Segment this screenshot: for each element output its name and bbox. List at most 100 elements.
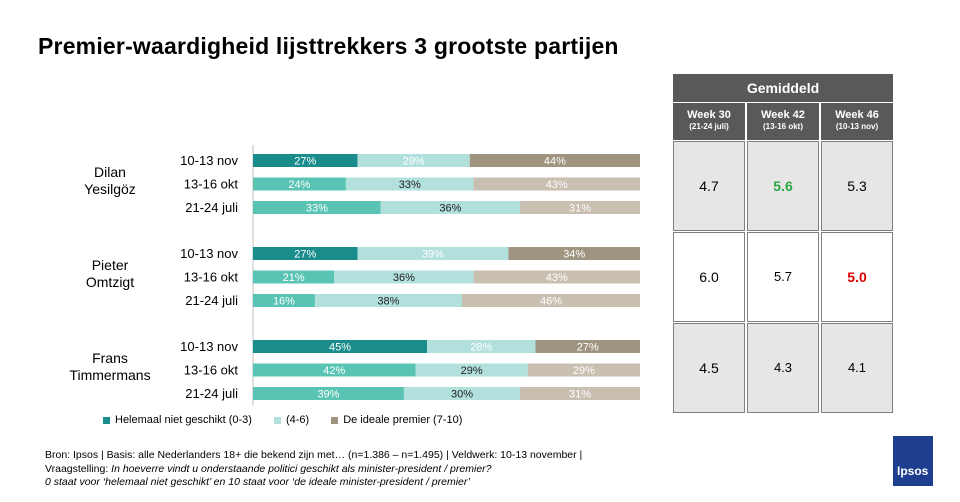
bar-segment — [253, 387, 404, 400]
table-cell: 5.7 — [747, 232, 819, 322]
week-label: Week 30 — [687, 109, 731, 121]
bar-segment — [253, 154, 358, 167]
row-label: 13-16 okt — [184, 363, 239, 378]
bar-segment — [461, 294, 640, 307]
bar-value-label: 28% — [470, 342, 492, 354]
footer-question: Vraagstelling: In hoeverre vindt u onder… — [45, 463, 582, 477]
bar-segment — [357, 247, 509, 260]
group-label: Frans Timmermans — [69, 350, 150, 383]
bar-value-label: 27% — [294, 249, 316, 261]
bar-value-label: 29% — [573, 365, 595, 377]
legend-label: Helemaal niet geschikt (0-3) — [115, 414, 252, 426]
table-cell: 4.7 — [673, 141, 745, 231]
bar-value-label: 33% — [399, 179, 421, 191]
table-header: Gemiddeld — [673, 74, 893, 102]
bar-segment — [520, 201, 640, 214]
bar-segment — [345, 177, 474, 191]
table-cell: 6.0 — [673, 232, 745, 322]
bar-value-label: 43% — [546, 179, 568, 191]
week-dates: (13-16 okt) — [762, 122, 803, 131]
bar-segment — [314, 294, 462, 307]
bar-value-label: 45% — [329, 342, 351, 354]
page-title: Premier-waardigheid lijsttrekkers 3 groo… — [38, 33, 619, 59]
week-header-3: Week 46 (10-13 nov) — [821, 103, 893, 140]
bar-segment — [415, 363, 528, 377]
bar-value-label: 39% — [422, 249, 444, 261]
bar-value-label: 43% — [546, 272, 568, 284]
bar-value-label: 42% — [323, 365, 345, 377]
bar-segment — [334, 270, 474, 284]
week-dates: (21-24 juli) — [689, 122, 729, 131]
bar-segment — [253, 247, 358, 260]
bar-value-label: 24% — [288, 179, 310, 191]
table-cell: 4.5 — [673, 323, 745, 413]
footer-question-label: Vraagstelling: — [45, 462, 112, 475]
bar-value-label: 31% — [569, 389, 591, 401]
bar-segment — [253, 270, 335, 284]
bar-segment — [253, 363, 416, 377]
week-header-2: Week 42 (13-16 okt) — [747, 103, 819, 140]
legend: Helemaal niet geschikt (0-3) (4-6) De id… — [103, 414, 484, 426]
bar-value-label: 21% — [283, 272, 305, 284]
bar-segment — [253, 294, 315, 307]
row-label: 21-24 juli — [185, 200, 238, 215]
bar-segment — [253, 340, 428, 353]
footer: Bron: Ipsos | Basis: alle Nederlanders 1… — [45, 449, 582, 490]
bar-segment — [253, 177, 346, 191]
bar-value-label: 27% — [577, 342, 599, 354]
bar-value-label: 16% — [273, 296, 295, 308]
week-dates: (10-13 nov) — [835, 122, 879, 131]
legend-swatch — [331, 416, 339, 424]
bar-segment — [253, 201, 381, 214]
week-header-1: Week 30 (21-24 juli) — [673, 103, 745, 140]
bar-value-label: 46% — [540, 296, 562, 308]
bar-segment — [527, 363, 640, 377]
group-label: Dilan Yesilgöz — [84, 164, 136, 197]
logo-text: Ipsos — [897, 464, 929, 478]
table-cell: 4.3 — [747, 323, 819, 413]
legend-swatch — [273, 416, 281, 424]
legend-label: (4-6) — [285, 414, 310, 426]
bar-segment — [469, 154, 640, 167]
table-cell: 4.1 — [821, 323, 893, 413]
legend-item: Helemaal niet geschikt (0-3) — [103, 414, 252, 426]
legend-item: De ideale premier (7-10) — [331, 414, 462, 426]
bar-segment — [380, 201, 521, 214]
bar-value-label: 29% — [461, 365, 483, 377]
bar-value-label: 27% — [294, 156, 316, 168]
footer-scale-note: 0 staat voor ‘helemaal niet geschikt’ en… — [45, 476, 471, 488]
bar-value-label: 31% — [569, 203, 591, 215]
legend-item: (4-6) — [273, 414, 310, 426]
table-cell: 5.3 — [821, 141, 893, 231]
row-label: 21-24 juli — [185, 386, 238, 401]
table-cell: 5.0 — [821, 232, 893, 322]
table-cell: 5.6 — [747, 141, 819, 231]
group-label: Pieter Omtzigt — [86, 257, 134, 290]
ipsos-logo: Ipsos — [893, 436, 933, 486]
bar-segment — [357, 154, 470, 167]
footer-source: Bron: Ipsos | Basis: alle Nederlanders 1… — [45, 449, 583, 461]
row-label: 10-13 nov — [180, 153, 238, 168]
bar-value-label: 29% — [403, 156, 425, 168]
bar-segment — [403, 387, 521, 400]
footer-question-text: In hoeverre vindt u onderstaande politic… — [111, 462, 492, 475]
row-label: 10-13 nov — [180, 339, 238, 354]
bar-value-label: 33% — [306, 203, 328, 215]
bar-value-label: 36% — [393, 272, 415, 284]
row-label: 10-13 nov — [180, 246, 238, 261]
row-label: 13-16 okt — [184, 177, 239, 192]
row-label: 13-16 okt — [184, 270, 239, 285]
legend-label: De ideale premier (7-10) — [343, 414, 463, 426]
bar-segment — [473, 177, 640, 191]
bar-segment — [508, 247, 640, 260]
bar-segment — [535, 340, 640, 353]
week-label: Week 42 — [761, 109, 805, 121]
bar-value-label: 36% — [439, 203, 461, 215]
bar-value-label: 30% — [451, 389, 473, 401]
bar-value-label: 38% — [377, 296, 399, 308]
bar-value-label: 39% — [317, 389, 339, 401]
bar-segment — [427, 340, 536, 353]
bar-segment — [473, 270, 640, 284]
bar-segment — [520, 387, 640, 400]
